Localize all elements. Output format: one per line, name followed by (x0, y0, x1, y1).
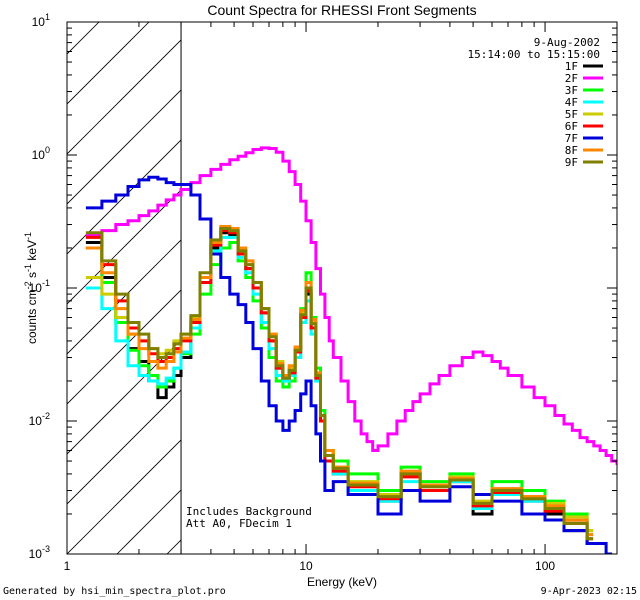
hatch-line (67, 389, 182, 505)
annotation-attenuator: Att A0, FDecim 1 (186, 517, 292, 530)
legend-label-2F: 2F (565, 72, 578, 85)
x-tick-label: 100 (535, 559, 555, 573)
hatch-line (67, 439, 182, 554)
legend-label-8F: 8F (565, 144, 578, 157)
x-axis-label: Energy (keV) (307, 575, 377, 589)
y-tick-label: 10-3 (29, 544, 50, 561)
legend-label-9F: 9F (565, 156, 578, 169)
hatch-line (67, 339, 182, 455)
legend-label-3F: 3F (565, 84, 578, 97)
time-range-label: 15:14:00 to 15:15:00 (468, 48, 600, 61)
hatch-line (67, 39, 182, 155)
hatch-line (67, 239, 182, 355)
y-tick-label: 10-2 (29, 411, 50, 428)
hatch-line (67, 22, 150, 105)
chart-title: Count Spectra for RHESSI Front Segments (207, 2, 476, 18)
y-tick-label: 100 (32, 145, 50, 162)
legend-label-5F: 5F (565, 108, 578, 121)
hatch-line (116, 489, 182, 554)
date-label: 9-Aug-2002 (534, 36, 600, 49)
generated-by-label: Generated by hsi_min_spectra_plot.pro (3, 586, 226, 597)
y-tick-label: 101 (32, 12, 50, 29)
legend-label-7F: 7F (565, 132, 578, 145)
legend-label-6F: 6F (565, 120, 578, 133)
hatch-line (67, 89, 182, 205)
legend-label-4F: 4F (565, 96, 578, 109)
annotation-background: Includes Background (186, 505, 312, 518)
timestamp-label: 9-Apr-2023 02:15 (541, 586, 637, 597)
hatch-line (67, 289, 182, 405)
x-tick-label: 10 (299, 559, 313, 573)
attenuator-shaded-region (67, 22, 182, 554)
x-tick-label: 1 (64, 559, 71, 573)
hatch-line (67, 189, 182, 305)
series-line-2F (85, 146, 617, 465)
y-tick-label: 10-1 (29, 278, 50, 295)
svg-text:counts cm-2 s-1 keV-1: counts cm-2 s-1 keV-1 (23, 232, 39, 344)
y-axis-label: counts cm-2 s-1 keV-1 (23, 232, 39, 344)
legend-label-1F: 1F (565, 60, 578, 73)
series-line-9F (85, 227, 594, 541)
